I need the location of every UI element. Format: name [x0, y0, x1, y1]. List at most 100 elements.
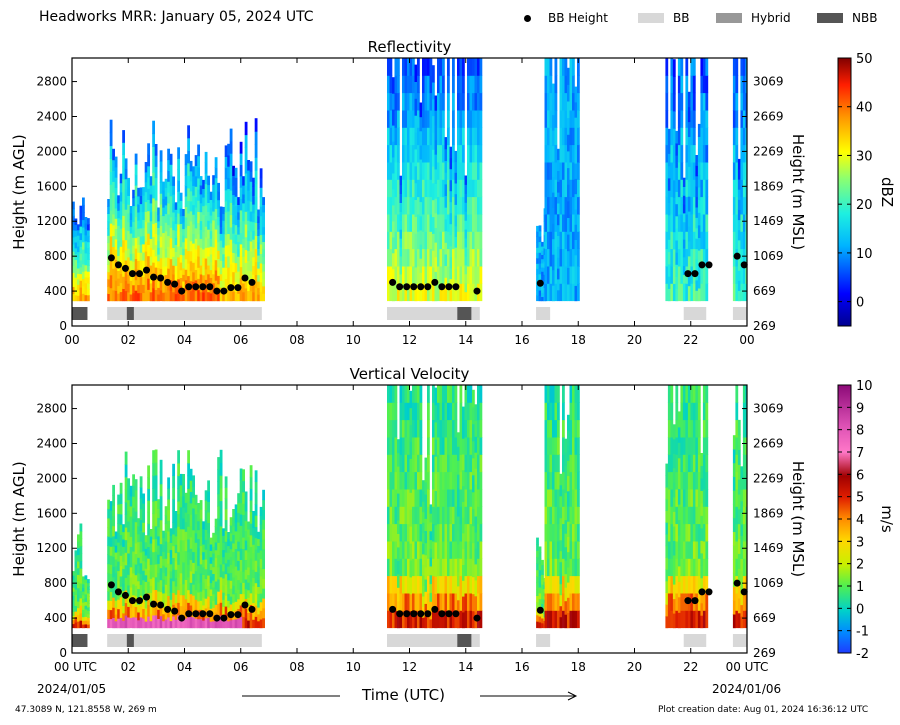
- heatmap-cell: [680, 75, 684, 94]
- heatmap-cell: [667, 506, 671, 525]
- heatmap-cell: [202, 536, 205, 545]
- heatmap-cell: [419, 454, 423, 473]
- heatmap-cell: [144, 162, 148, 173]
- heatmap-cell: [705, 248, 709, 267]
- heatmap-cell: [680, 110, 684, 128]
- heatmap-cell: [189, 548, 193, 561]
- heatmap-cell: [159, 214, 163, 226]
- heatmap-cell: [464, 256, 468, 266]
- heatmap-cell: [675, 419, 679, 438]
- heatmap-cell: [79, 212, 83, 220]
- heatmap-cell: [82, 241, 85, 250]
- heatmap-cell: [179, 616, 183, 629]
- heatmap-cell: [202, 574, 205, 583]
- heatmap-cell: [197, 583, 200, 593]
- heatmap-cell: [254, 144, 258, 158]
- y-tick-label: 1600: [36, 179, 67, 193]
- heatmap-cell: [139, 227, 143, 237]
- heatmap-cell: [442, 110, 445, 128]
- heatmap-cell: [442, 523, 445, 542]
- heatmap-cell: [538, 616, 542, 623]
- heatmap-cell: [109, 510, 113, 520]
- heatmap-cell: [122, 288, 125, 302]
- heatmap-cell: [444, 437, 448, 455]
- heatmap-cell: [569, 489, 573, 507]
- heatmap-cell: [447, 385, 450, 403]
- bb-swatch-icon: [638, 13, 664, 23]
- heatmap-cell: [387, 523, 390, 542]
- bb-height-point: [143, 593, 151, 601]
- heatmap-cell: [144, 191, 148, 203]
- y-tick-label: 2800: [36, 402, 67, 416]
- heatmap-cell: [152, 602, 155, 616]
- heatmap-cell: [194, 227, 198, 239]
- heatmap-cell: [152, 462, 155, 477]
- heatmap-cell: [164, 506, 168, 516]
- heatmap-cell: [387, 437, 390, 455]
- heatmap-cell: [137, 284, 140, 294]
- heatmap-cell: [737, 598, 741, 614]
- heatmap-cell: [162, 613, 165, 622]
- heatmap-cell: [705, 144, 709, 163]
- heatmap-cell: [464, 264, 468, 275]
- heatmap-cell: [687, 610, 691, 629]
- heatmap-cell: [552, 523, 555, 542]
- heatmap-cell: [184, 531, 188, 542]
- heatmap-cell: [119, 534, 123, 546]
- heatmap-cell: [79, 620, 83, 629]
- heatmap-cell: [479, 385, 483, 403]
- bb-height-point: [452, 283, 460, 291]
- heatmap-cell: [547, 437, 550, 455]
- heatmap-cell: [247, 521, 250, 530]
- heatmap-cell: [735, 231, 739, 250]
- heatmap-cell: [402, 471, 405, 490]
- heatmap-cell: [447, 283, 450, 302]
- heatmap-cell: [189, 230, 193, 242]
- heatmap-cell: [472, 525, 475, 544]
- heatmap-cell: [234, 557, 238, 567]
- heatmap-cell: [439, 437, 443, 455]
- heatmap-cell: [414, 523, 418, 542]
- heatmap-cell: [572, 385, 575, 403]
- heatmap-cell: [690, 489, 694, 507]
- heatmap-cell: [177, 278, 180, 291]
- heatmap-cell: [562, 248, 565, 267]
- heatmap-cell: [437, 610, 440, 629]
- heatmap-cell: [222, 253, 225, 261]
- heatmap-cell: [157, 618, 160, 629]
- heatmap-cell: [82, 576, 85, 581]
- heatmap-cell: [692, 419, 696, 438]
- heatmap-cell: [254, 504, 258, 516]
- heatmap-cell: [397, 110, 400, 128]
- heatmap-cell: [187, 577, 190, 591]
- heatmap-cell: [257, 242, 260, 249]
- heatmap-cell: [154, 615, 158, 629]
- bb-height-point: [248, 278, 256, 286]
- heatmap-cell: [237, 531, 240, 542]
- heatmap-cell: [234, 592, 238, 602]
- heatmap-cell: [687, 255, 691, 272]
- heatmap-cell: [442, 489, 445, 507]
- heatmap-cell: [119, 544, 123, 556]
- y-tick-label: 800: [44, 249, 67, 263]
- heatmap-cell: [705, 489, 709, 507]
- heatmap-cell: [439, 144, 443, 163]
- heatmap-cell: [687, 91, 691, 108]
- heatmap-cell: [254, 470, 258, 482]
- heatmap-cell: [212, 532, 215, 541]
- heatmap-cell: [257, 545, 260, 553]
- heatmap-cell: [207, 184, 210, 194]
- heatmap-cell: [680, 248, 684, 267]
- heatmap-cell: [695, 454, 699, 473]
- heatmap-cell: [144, 211, 148, 222]
- heatmap-cell: [154, 602, 158, 616]
- heatmap-cell: [107, 554, 110, 565]
- heatmap-cell: [562, 110, 565, 128]
- heatmap-cell: [152, 172, 155, 186]
- heatmap-cell: [187, 564, 190, 578]
- heatmap-cell: [242, 571, 245, 583]
- heatmap-cell: [424, 214, 428, 232]
- heatmap-cell: [432, 437, 435, 455]
- heatmap-cell: [259, 567, 263, 577]
- heatmap-cell: [541, 564, 544, 571]
